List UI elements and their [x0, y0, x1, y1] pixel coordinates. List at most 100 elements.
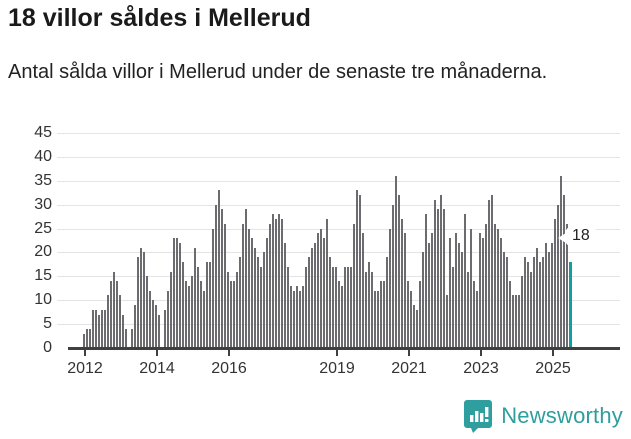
bar — [461, 252, 464, 348]
bar — [224, 223, 227, 348]
bar — [557, 204, 560, 348]
bar — [503, 252, 506, 348]
value-callout: 18 — [558, 225, 597, 247]
x-axis-tick-2016 — [228, 349, 230, 356]
bar — [125, 328, 128, 348]
bar — [242, 223, 245, 348]
y-axis-label-10: 10 — [34, 291, 52, 309]
bar — [497, 228, 500, 348]
bar — [476, 290, 479, 348]
bar — [98, 314, 101, 348]
bar — [488, 199, 491, 348]
y-axis-label-20: 20 — [34, 243, 52, 261]
x-axis-tick-2021 — [408, 349, 410, 356]
bar — [179, 242, 182, 348]
bar — [317, 233, 320, 348]
bar — [413, 304, 416, 348]
bar — [269, 223, 272, 348]
bar — [347, 266, 350, 348]
bar — [398, 195, 401, 348]
bar — [296, 285, 299, 348]
bar — [392, 204, 395, 348]
bar — [182, 261, 185, 348]
bar — [233, 281, 236, 348]
bar — [293, 290, 296, 348]
x-axis-tick-2014 — [156, 349, 158, 356]
bar — [146, 276, 149, 348]
x-axis-label-2012: 2012 — [67, 360, 103, 377]
bar — [191, 276, 194, 348]
bar — [113, 271, 116, 348]
gridline-45 — [57, 132, 620, 134]
bar — [131, 328, 134, 348]
bar — [356, 190, 359, 348]
bar — [440, 195, 443, 348]
newsworthy-logo-icon — [464, 400, 493, 433]
bar — [287, 266, 290, 348]
newsworthy-logo: Newsworthy — [463, 399, 623, 433]
y-axis-label-0: 0 — [43, 339, 52, 356]
bar — [164, 309, 167, 348]
bar — [467, 271, 470, 348]
bar — [371, 271, 374, 348]
bar — [302, 285, 305, 348]
bar — [281, 218, 284, 348]
bar — [518, 295, 521, 348]
bar — [209, 261, 212, 348]
bar — [380, 281, 383, 348]
bar — [158, 314, 161, 348]
y-axis-label-30: 30 — [34, 195, 52, 213]
bar — [419, 281, 422, 348]
bar — [227, 271, 230, 348]
newsworthy-wordmark: Newsworthy — [501, 403, 623, 428]
bar — [401, 218, 404, 348]
bar — [554, 218, 557, 348]
bar — [236, 271, 239, 348]
bar — [170, 271, 173, 348]
bar — [86, 328, 89, 348]
bar — [521, 276, 524, 348]
bar — [386, 257, 389, 348]
bar — [278, 214, 281, 348]
bar — [245, 209, 248, 348]
bar — [326, 218, 329, 348]
gridline-30 — [57, 204, 620, 206]
bar — [218, 190, 221, 348]
bar — [530, 271, 533, 348]
bar — [389, 228, 392, 348]
bar — [566, 223, 569, 348]
bar — [122, 314, 125, 348]
bar — [119, 295, 122, 348]
bar — [377, 290, 380, 348]
bar — [353, 223, 356, 348]
bar — [527, 261, 530, 348]
bar — [506, 257, 509, 348]
bar — [266, 238, 269, 348]
bar — [143, 252, 146, 348]
bar — [425, 214, 428, 348]
highlighted-bar — [569, 261, 572, 348]
x-axis-tick-2023 — [480, 349, 482, 356]
gridline-20 — [57, 252, 620, 254]
gridline-15 — [57, 276, 620, 278]
bar — [365, 271, 368, 348]
bar — [509, 281, 512, 348]
bar — [395, 175, 398, 348]
bar — [116, 281, 119, 348]
bar — [305, 266, 308, 348]
bar — [263, 252, 266, 348]
bar — [152, 300, 155, 348]
bar — [452, 266, 455, 348]
bar — [173, 238, 176, 348]
bar — [560, 175, 563, 348]
x-axis-line — [68, 347, 620, 350]
bar — [335, 266, 338, 348]
bar — [416, 309, 419, 348]
bar — [548, 252, 551, 348]
bar — [275, 218, 278, 348]
bar — [203, 290, 206, 348]
bar — [95, 309, 98, 348]
bar — [206, 261, 209, 348]
y-axis-label-35: 35 — [34, 171, 52, 189]
